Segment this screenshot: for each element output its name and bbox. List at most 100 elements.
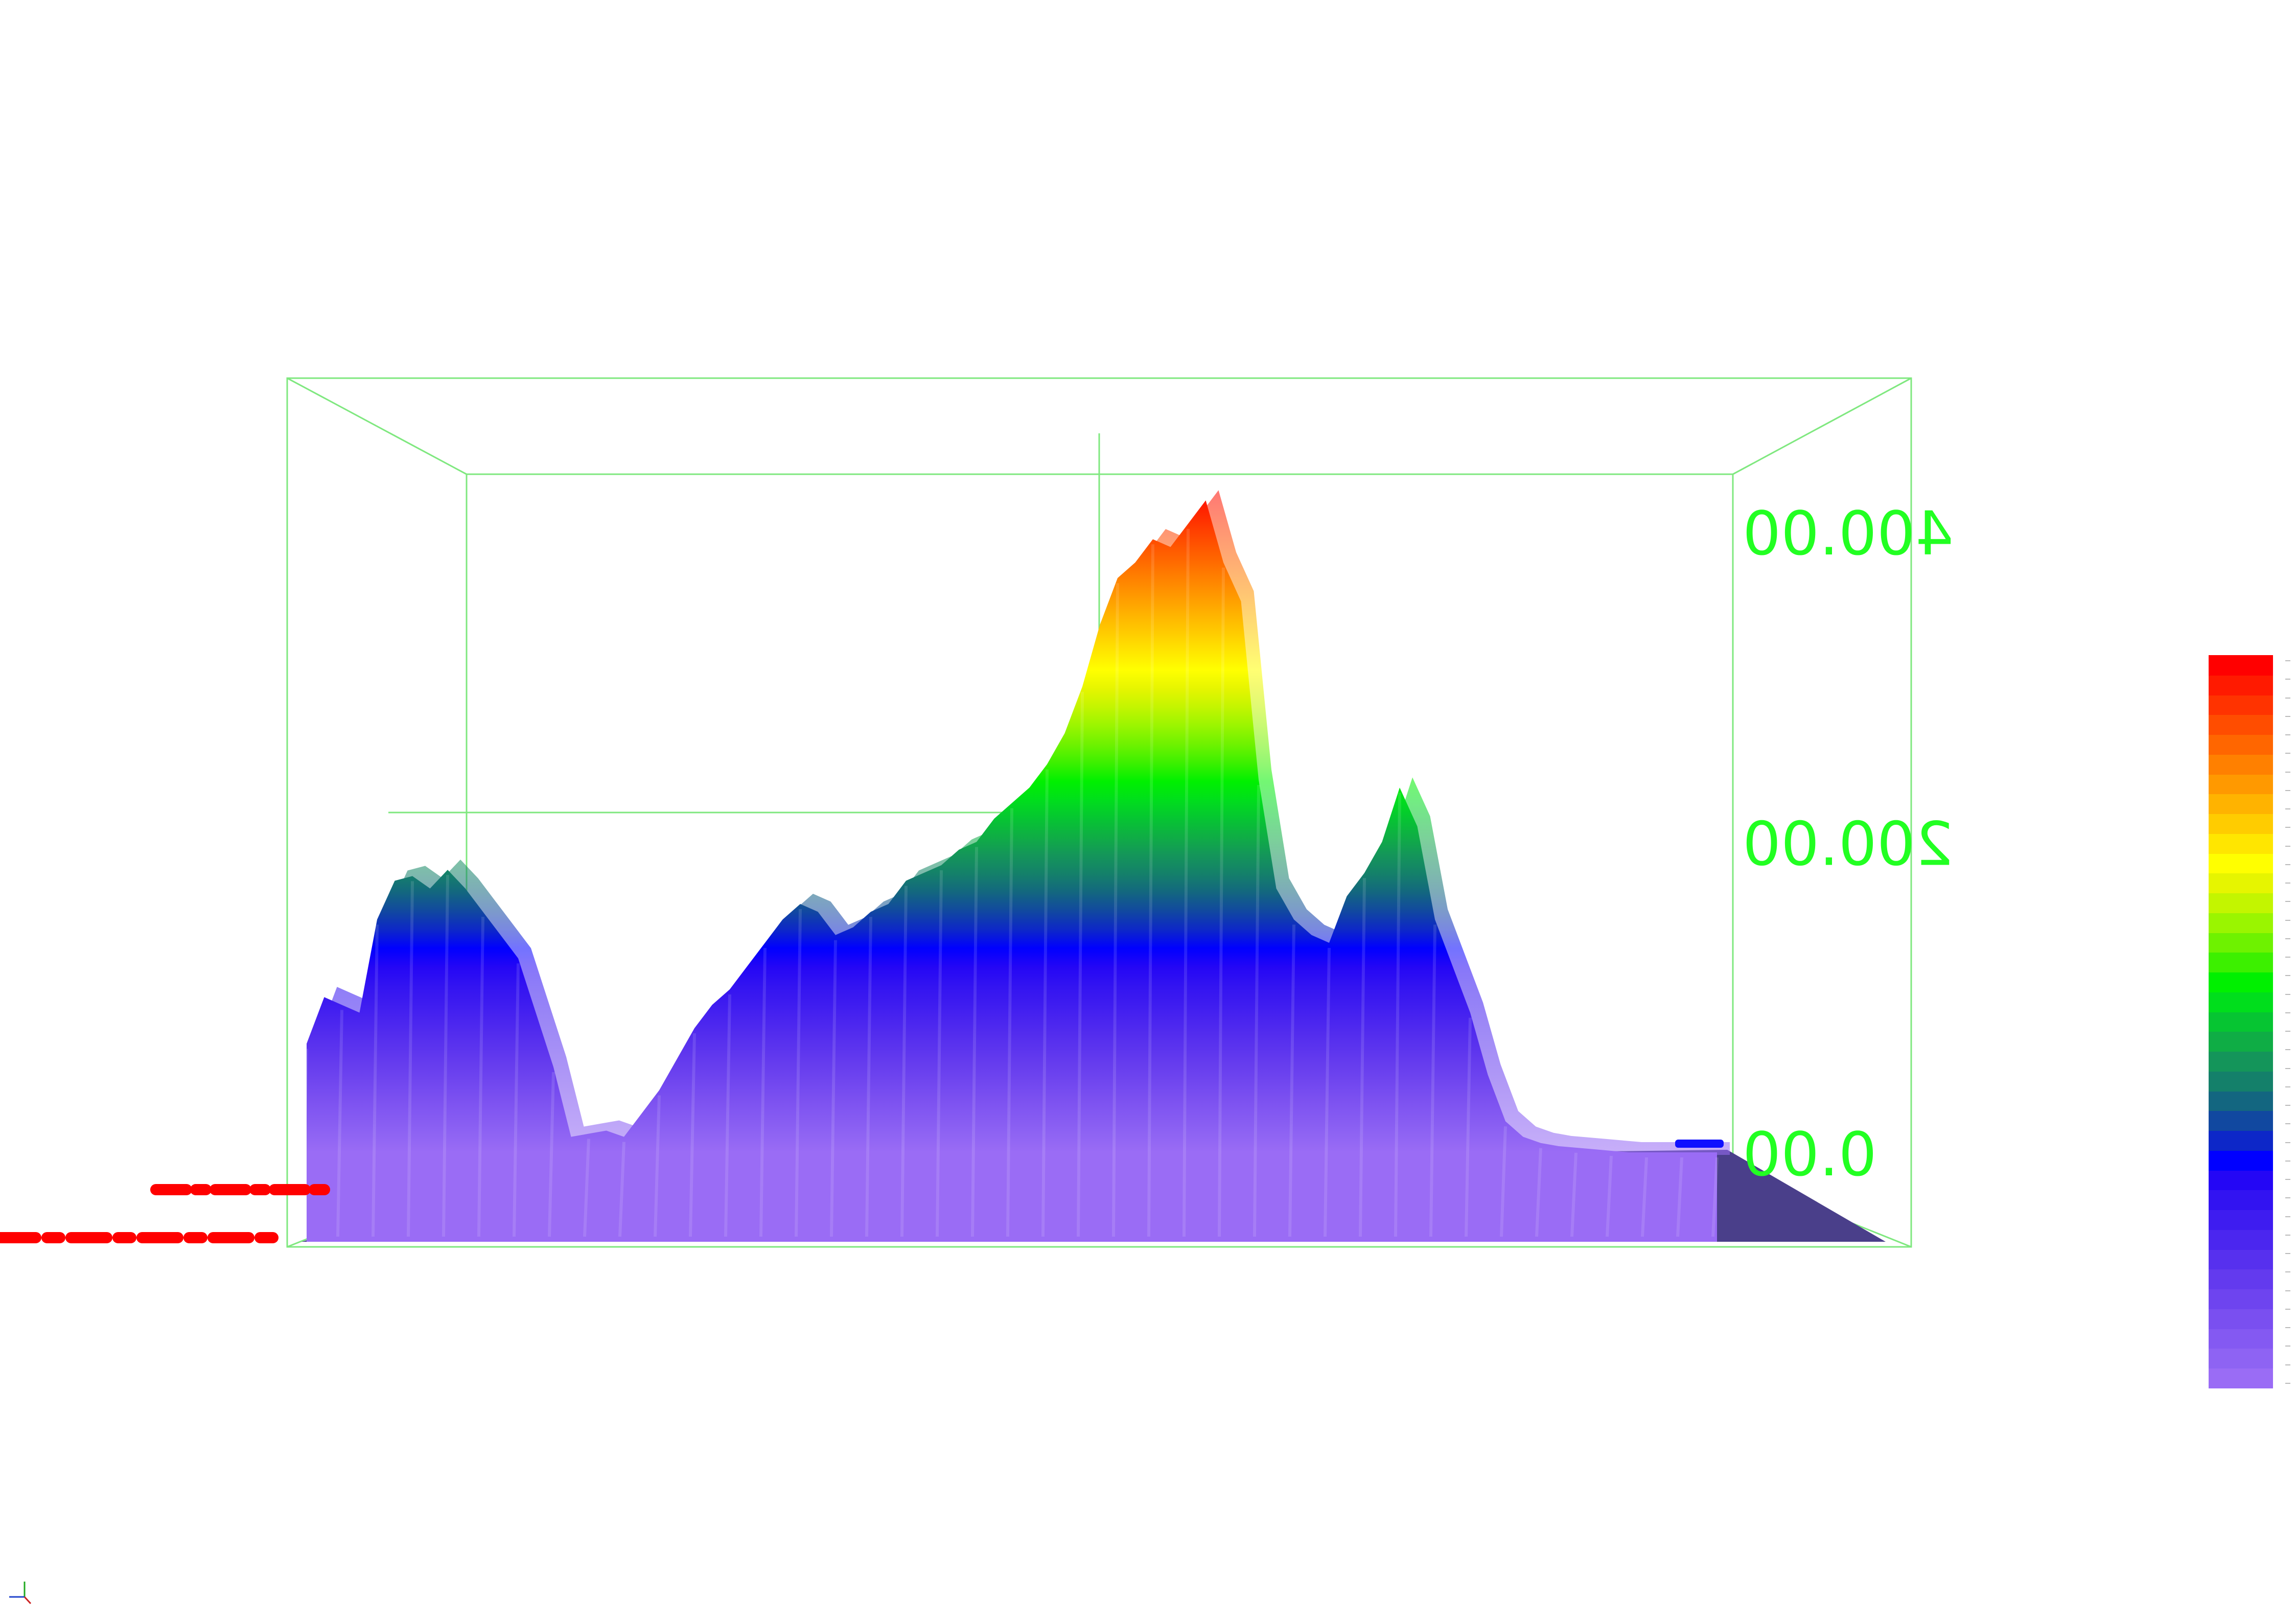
colorbar-band [2209, 1011, 2273, 1032]
colorbar-band [2209, 1249, 2273, 1270]
colorbar-tick [2285, 993, 2290, 995]
colorbar-tick [2285, 864, 2290, 865]
surface-ridge [1535, 1148, 1542, 1237]
colorbar-band [2209, 734, 2273, 755]
colorbar-tick [2285, 1179, 2290, 1180]
colorbar-tick [2285, 957, 2290, 958]
colorbar-band [2209, 932, 2273, 953]
colorbar-tick [2285, 1253, 2290, 1255]
surface-ridge [583, 1139, 590, 1237]
colorbar-band [2209, 1031, 2273, 1052]
surface-ridge [900, 886, 908, 1237]
surface-ridge [1711, 1157, 1719, 1237]
surface-ridge [1676, 1157, 1683, 1237]
surface-ridge [301, 1049, 308, 1237]
colorbar-tick [2285, 827, 2290, 828]
colorbar-tick [2285, 753, 2290, 754]
colorbar-tick [2285, 1345, 2290, 1347]
colorbar-tick [2285, 1364, 2290, 1365]
colorbar-band [2209, 1110, 2273, 1131]
surface-ridge [654, 1095, 661, 1237]
colorbar-band [2209, 853, 2273, 874]
colorbar-tick [2285, 1383, 2290, 1384]
surface-ridge [477, 917, 484, 1237]
colorbar-tick [2285, 901, 2290, 902]
colorbar-band [2209, 1170, 2273, 1191]
colorbar-tick [2285, 1142, 2290, 1143]
blue-marker [1675, 1140, 1724, 1148]
colorbar-tick [2285, 883, 2290, 884]
colorbar-band [2209, 675, 2273, 695]
colorbar-band [2209, 1308, 2273, 1329]
colorbar [2209, 655, 2290, 1388]
surface-ridge [548, 1072, 555, 1237]
colorbar-band [2209, 1071, 2273, 1092]
surface-ridge [1359, 878, 1366, 1237]
colorbar-band [2209, 1368, 2273, 1388]
surface-body [301, 490, 1730, 1242]
colorbar-tick [2285, 1327, 2290, 1329]
surface-ridge [689, 1033, 696, 1237]
surface-ridge [1182, 528, 1190, 1237]
surface-ridge [1288, 924, 1295, 1237]
colorbar-tick [2285, 1271, 2290, 1273]
colorbar-tick [2285, 1290, 2290, 1291]
colorbar-band [2209, 694, 2273, 715]
surface-ridge [1253, 784, 1260, 1237]
colorbar-band [2209, 754, 2273, 775]
colorbar-band [2209, 774, 2273, 795]
colorbar-tick [2285, 771, 2290, 773]
colorbar-band [2209, 1190, 2273, 1211]
colorbar-band [2209, 1348, 2273, 1369]
surface-ridge [830, 940, 837, 1237]
orientation-axes-icon [9, 1582, 32, 1605]
surface-profile [307, 500, 1717, 1242]
colorbar-band [2209, 873, 2273, 894]
surface-ridge [724, 994, 731, 1237]
surface-ridge [1324, 947, 1331, 1237]
surface-ridge [936, 870, 943, 1237]
colorbar-band [2209, 1130, 2273, 1151]
surface-ridge [1006, 808, 1013, 1237]
z-tick-label: 400.00 [1743, 498, 1954, 569]
colorbar-tick [2285, 845, 2290, 847]
red-dashed-marks [0, 1184, 338, 1243]
colorbar-tick [2285, 938, 2290, 939]
surface-ridge [795, 909, 802, 1237]
surface-ridge [1641, 1157, 1648, 1237]
surface-ridge [1041, 769, 1049, 1237]
surface-ridge [1147, 544, 1154, 1237]
colorbar-tick [2285, 715, 2290, 717]
surface-ridge [1112, 583, 1119, 1237]
colorbar-band [2209, 893, 2273, 913]
surface-ridge [971, 847, 978, 1237]
colorbar-tick [2285, 1049, 2290, 1051]
surface-ridge [336, 1010, 343, 1237]
colorbar-band [2209, 1269, 2273, 1290]
colorbar-band [2209, 1289, 2273, 1309]
surface-ridge [865, 917, 872, 1237]
colorbar-band [2209, 714, 2273, 735]
surface-ridge [513, 963, 520, 1237]
colorbar-band [2209, 972, 2273, 992]
colorbar-tick [2285, 919, 2290, 921]
colorbar-band [2209, 794, 2273, 815]
surface-ridge [759, 947, 767, 1237]
colorbar-tick [2285, 1123, 2290, 1125]
colorbar-tick [2285, 1197, 2290, 1199]
surface-ridge [1465, 1017, 1472, 1237]
colorbar-band [2209, 814, 2273, 834]
surface-ridge [442, 875, 449, 1237]
colorbar-band [2209, 991, 2273, 1012]
colorbar-tick [2285, 790, 2290, 791]
surface-ridge [1077, 691, 1084, 1237]
surface-ridge [372, 924, 379, 1237]
colorbar-tick [2285, 1160, 2290, 1162]
surface-ridge [1218, 567, 1225, 1237]
colorbar-band [2209, 952, 2273, 973]
colorbar-tick [2285, 1086, 2290, 1087]
colorbar-tick [2285, 1216, 2290, 1217]
colorbar-band [2209, 1210, 2273, 1230]
colorbar-tick [2285, 734, 2290, 736]
z-axis-labels: 0.00 200.00 400.00 [1743, 498, 1954, 1190]
